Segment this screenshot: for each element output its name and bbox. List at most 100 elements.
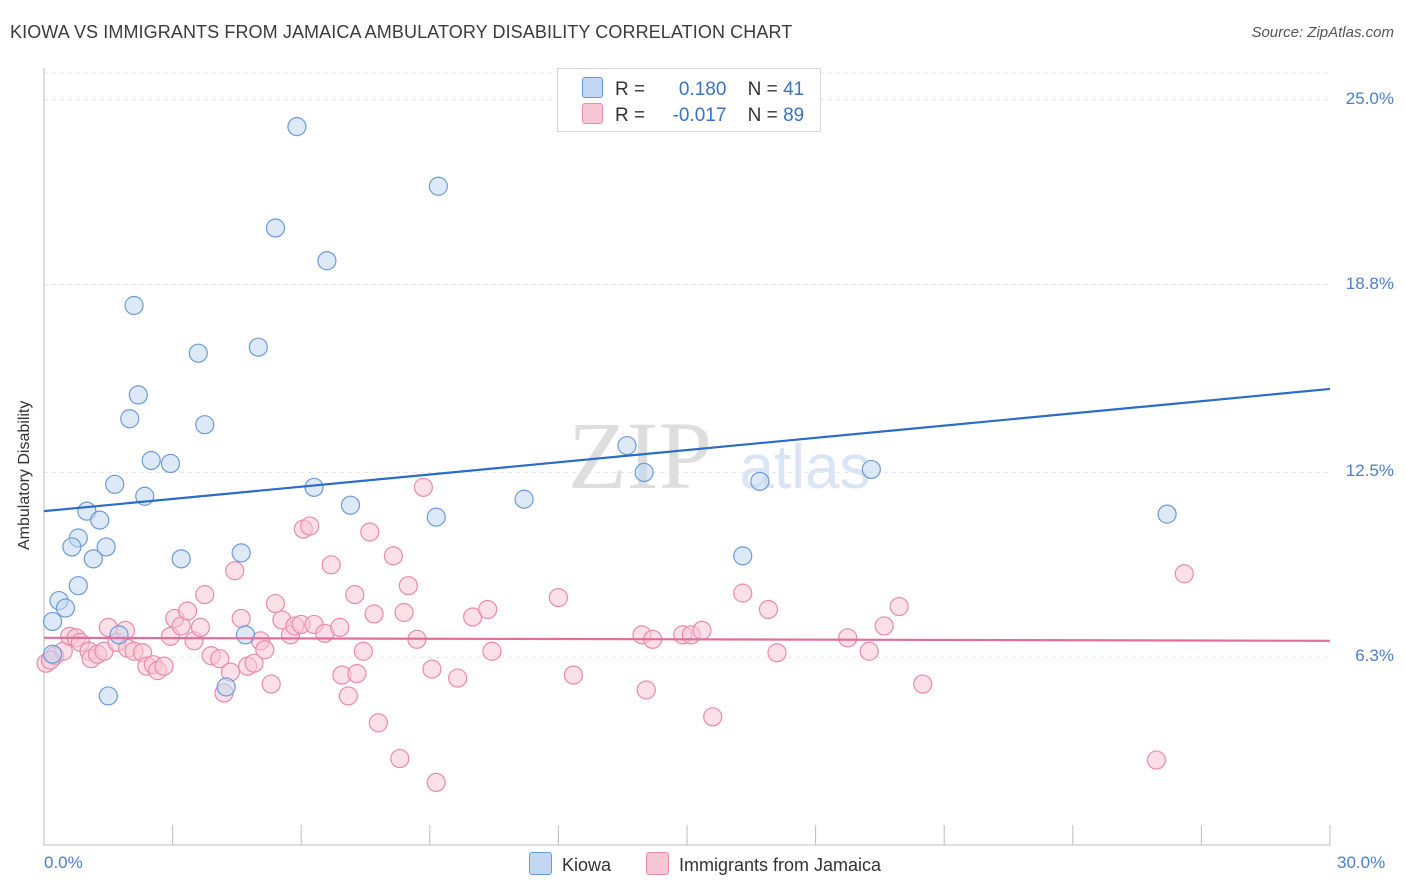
kiowa-legend-swatch bbox=[529, 852, 552, 875]
kiowa-point bbox=[1157, 504, 1177, 524]
kiowa-trend-line bbox=[43, 387, 1331, 513]
jamaica-point bbox=[353, 641, 373, 661]
jamaica-point bbox=[255, 640, 275, 660]
jamaica-point bbox=[1146, 750, 1166, 770]
jamaica-point bbox=[422, 659, 442, 679]
kiowa-point bbox=[62, 537, 82, 557]
kiowa-point bbox=[304, 477, 324, 497]
r-value-jamaica: -0.017 bbox=[672, 105, 727, 126]
jamaica-point bbox=[261, 674, 281, 694]
jamaica-point bbox=[383, 546, 403, 566]
n-value-jamaica: 89 bbox=[783, 105, 805, 126]
jamaica-point bbox=[859, 641, 879, 661]
kiowa-point bbox=[120, 409, 140, 429]
kiowa-point bbox=[235, 625, 256, 645]
jamaica-point bbox=[767, 643, 787, 663]
jamaica-point bbox=[178, 601, 198, 621]
kiowa-point bbox=[287, 117, 307, 137]
jamaica-point bbox=[244, 653, 264, 673]
kiowa-point bbox=[317, 251, 337, 271]
jamaica-point bbox=[448, 668, 468, 688]
kiowa-point bbox=[90, 510, 110, 530]
n-value-kiowa: 41 bbox=[783, 79, 805, 100]
jamaica-point bbox=[195, 585, 215, 605]
kiowa-point bbox=[42, 611, 63, 632]
source-label: Source: ZipAtlas.com bbox=[1251, 24, 1394, 41]
stats-legend: R = 0.180 N = 41 R = -0.017 N = 89 bbox=[557, 68, 821, 132]
jamaica-point bbox=[368, 713, 388, 733]
jamaica-point bbox=[364, 604, 384, 624]
kiowa-legend-label: Kiowa bbox=[562, 855, 612, 875]
y-tick-label: 18.8% bbox=[1345, 273, 1394, 293]
kiowa-point bbox=[171, 549, 191, 569]
jamaica-point bbox=[347, 664, 367, 684]
kiowa-point bbox=[124, 295, 144, 316]
r-value-kiowa: 0.180 bbox=[678, 79, 727, 100]
x-tick-label-max: 30.0% bbox=[1337, 853, 1386, 872]
kiowa-point bbox=[98, 686, 118, 706]
kiowa-point bbox=[105, 474, 125, 494]
jamaica-point bbox=[300, 516, 320, 536]
chart-title: KIOWA VS IMMIGRANTS FROM JAMAICA AMBULAT… bbox=[10, 22, 793, 42]
jamaica-point bbox=[874, 616, 894, 636]
x-tick-label-min: 0.0% bbox=[44, 853, 83, 872]
legend-row-jamaica: R = -0.017 N = 89 bbox=[582, 103, 804, 127]
y-tick-label: 6.3% bbox=[1355, 646, 1394, 666]
jamaica-point bbox=[478, 599, 498, 620]
r-label: R = bbox=[615, 79, 646, 100]
jamaica-swatch bbox=[582, 103, 603, 124]
jamaica-point bbox=[321, 555, 341, 575]
kiowa-point bbox=[188, 343, 208, 363]
kiowa-point bbox=[195, 415, 215, 435]
bottom-legend-jamaica: Immigrants from Jamaica bbox=[646, 852, 881, 876]
kiowa-point bbox=[617, 435, 637, 456]
kiowa-point bbox=[128, 385, 148, 405]
jamaica-point bbox=[413, 477, 433, 497]
kiowa-point bbox=[634, 462, 654, 483]
kiowa-point bbox=[160, 453, 181, 474]
jamaica-point bbox=[563, 665, 584, 685]
jamaica-point bbox=[265, 593, 286, 614]
kiowa-point bbox=[231, 543, 251, 563]
kiowa-point bbox=[109, 625, 129, 645]
jamaica-point bbox=[231, 608, 251, 629]
jamaica-point bbox=[1174, 564, 1194, 584]
jamaica-point bbox=[360, 522, 380, 542]
jamaica-legend-label: Immigrants from Jamaica bbox=[679, 855, 882, 875]
kiowa-swatch bbox=[582, 77, 603, 98]
legend-row-kiowa: R = 0.180 N = 41 bbox=[582, 77, 804, 101]
kiowa-point bbox=[42, 644, 63, 664]
jamaica-point bbox=[482, 641, 502, 661]
kiowa-point bbox=[68, 576, 88, 596]
axes bbox=[43, 68, 1331, 846]
n-label: N = bbox=[747, 105, 778, 126]
jamaica-point bbox=[692, 620, 712, 640]
jamaica-point bbox=[703, 707, 723, 727]
y-tick-label: 25.0% bbox=[1345, 88, 1394, 108]
jamaica-point bbox=[190, 617, 211, 638]
kiowa-point bbox=[861, 459, 881, 480]
kiowa-point bbox=[428, 176, 448, 196]
kiowa-point bbox=[265, 218, 286, 238]
kiowa-point bbox=[514, 489, 534, 509]
kiowa-point bbox=[141, 450, 161, 471]
kiowa-point bbox=[248, 337, 268, 357]
kiowa-point bbox=[733, 546, 753, 566]
jamaica-point bbox=[426, 772, 446, 793]
jamaica-point bbox=[758, 599, 779, 620]
jamaica-point bbox=[889, 596, 909, 617]
jamaica-point bbox=[225, 561, 245, 581]
bottom-legend-kiowa: Kiowa bbox=[529, 852, 611, 876]
jamaica-point bbox=[733, 583, 753, 603]
y-tick-label: 12.5% bbox=[1345, 461, 1394, 481]
trend-lines bbox=[43, 387, 1331, 642]
kiowa-point bbox=[96, 537, 116, 557]
kiowa-point bbox=[750, 471, 770, 491]
kiowa-point bbox=[55, 598, 76, 618]
n-label: N = bbox=[747, 79, 778, 100]
r-label: R = bbox=[615, 105, 646, 126]
kiowa-point bbox=[216, 677, 236, 697]
jamaica-point bbox=[548, 587, 569, 608]
jamaica-point bbox=[394, 602, 414, 623]
